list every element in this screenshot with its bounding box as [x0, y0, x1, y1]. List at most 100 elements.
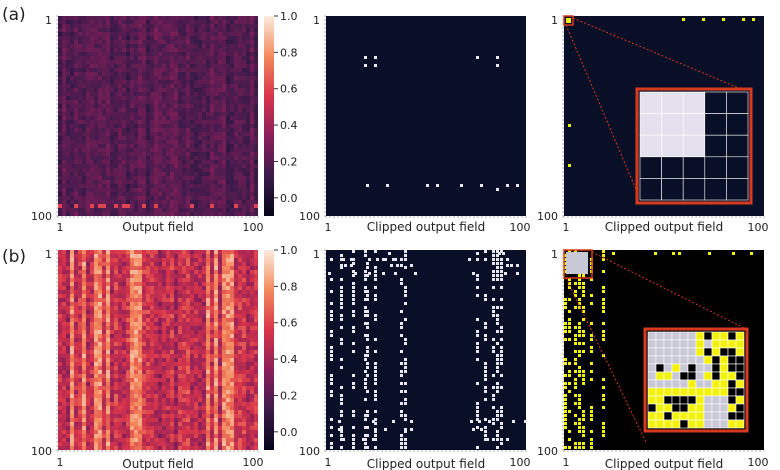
heatmap-cell: [78, 402, 82, 406]
heatmap-cell: [158, 140, 162, 144]
heatmap-cell: [254, 358, 258, 362]
heatmap-cell: [194, 430, 198, 434]
clipped-point: [566, 18, 569, 21]
heatmap-cell: [58, 92, 62, 96]
heatmap-cell: [198, 72, 202, 76]
heatmap-cell: [210, 414, 214, 418]
heatmap-cell: [194, 128, 198, 132]
heatmap-cell: [202, 92, 206, 96]
heatmap-cell: [58, 302, 62, 306]
heatmap-cell: [78, 418, 82, 422]
heatmap-cell: [114, 60, 118, 64]
heatmap-cell: [222, 290, 226, 294]
heatmap-cell: [114, 108, 118, 112]
heatmap-cell: [82, 140, 86, 144]
ytick-a1-bottom: 100: [31, 210, 52, 223]
xlabel-a2: Clipped output field: [367, 220, 485, 234]
heatmap-cell: [166, 100, 170, 104]
heatmap-cell: [86, 144, 90, 148]
heatmap-cell: [70, 24, 74, 28]
heatmap-cell: [150, 64, 154, 68]
heatmap-cell: [210, 72, 214, 76]
heatmap-cell: [66, 92, 70, 96]
heatmap-cell: [198, 112, 202, 116]
heatmap-cell: [246, 354, 250, 358]
heatmap-cell: [138, 168, 142, 172]
heatmap-cell: [166, 350, 170, 354]
heatmap-cell: [190, 72, 194, 76]
heatmap-cell: [102, 350, 106, 354]
heatmap-cell: [150, 92, 154, 96]
heatmap-cell: [102, 338, 106, 342]
heatmap-cell: [202, 274, 206, 278]
heatmap-cell: [178, 274, 182, 278]
heatmap-cell: [122, 314, 126, 318]
heatmap-cell: [114, 406, 118, 410]
heatmap-cell: [142, 430, 146, 434]
heatmap-cell: [138, 76, 142, 80]
heatmap-cell: [182, 266, 186, 270]
heatmap-cell: [186, 116, 190, 120]
heatmap-cell: [246, 104, 250, 108]
heatmap-cell: [78, 168, 82, 172]
heatmap-cell: [194, 140, 198, 144]
heatmap-cell: [230, 298, 234, 302]
heatmap-cell: [174, 16, 178, 20]
heatmap-cell: [122, 40, 126, 44]
heatmap-cell: [150, 382, 154, 386]
heatmap-cell: [194, 16, 198, 20]
heatmap-cell: [158, 262, 162, 266]
clipped-point: [566, 20, 569, 23]
heatmap-cell: [134, 96, 138, 100]
heatmap-cell: [98, 434, 102, 438]
heatmap-cell: [246, 80, 250, 84]
heatmap-cell: [114, 358, 118, 362]
heatmap-cell: [194, 322, 198, 326]
heatmap-cell: [146, 386, 150, 390]
heatmap-cell: [114, 298, 118, 302]
heatmap-cell: [250, 334, 254, 338]
heatmap-cell: [126, 64, 130, 68]
heatmap-cell: [58, 406, 62, 410]
clipped-point: [568, 18, 571, 21]
heatmap-cell: [214, 188, 218, 192]
heatmap-cell: [190, 68, 194, 72]
heatmap-cell: [210, 112, 214, 116]
heatmap-cell: [182, 188, 186, 192]
heatmap-cell: [70, 422, 74, 426]
heatmap-cell: [202, 140, 206, 144]
heatmap-cell: [110, 168, 114, 172]
heatmap-cell: [170, 204, 174, 208]
panel-a3: 1 100 1 100 Clipped output field: [537, 14, 769, 234]
heatmap-cell: [222, 298, 226, 302]
heatmap-cell: [142, 116, 146, 120]
heatmap-cell: [170, 406, 174, 410]
heatmap-cell: [78, 382, 82, 386]
heatmap-cell: [114, 160, 118, 164]
heatmap-cell: [190, 294, 194, 298]
clipped-point: [386, 184, 389, 187]
heatmap-cell: [182, 322, 186, 326]
heatmap-cell: [186, 168, 190, 172]
heatmap-cell: [130, 422, 134, 426]
heatmap-cell: [214, 20, 218, 24]
heatmap-cell: [102, 362, 106, 366]
heatmap-cell: [198, 406, 202, 410]
heatmap-cell: [70, 302, 74, 306]
heatmap-cell: [198, 418, 202, 422]
heatmap-cell: [254, 24, 258, 28]
heatmap-cell: [234, 258, 238, 262]
heatmap-cell: [74, 172, 78, 176]
heatmap-cell: [162, 192, 166, 196]
heatmap-cell: [238, 76, 242, 80]
heatmap-cell: [82, 144, 86, 148]
colorbar-tick-label: 0.4: [280, 119, 298, 132]
heatmap-cell: [66, 116, 70, 120]
heatmap-cell: [170, 184, 174, 188]
heatmap-cell: [206, 72, 210, 76]
heatmap-cell: [230, 72, 234, 76]
heatmap-cell: [66, 298, 70, 302]
heatmap-cell: [142, 286, 146, 290]
heatmap-cell: [242, 322, 246, 326]
heatmap-cell: [246, 88, 250, 92]
